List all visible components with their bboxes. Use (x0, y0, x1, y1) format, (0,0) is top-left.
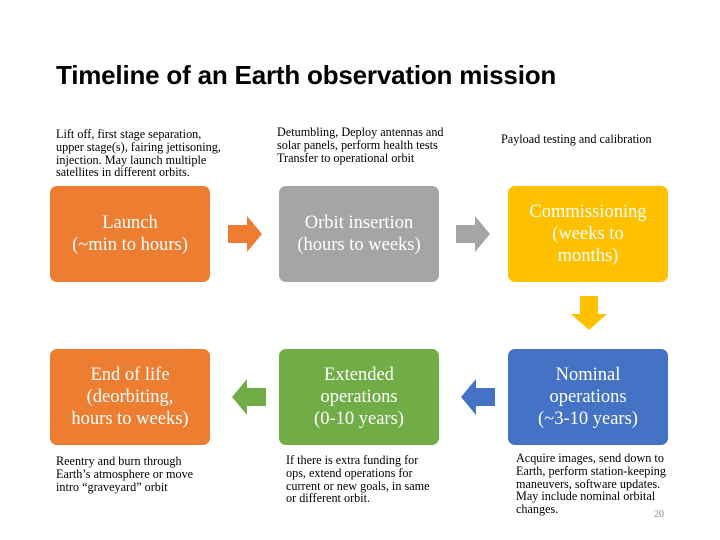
launch-box: Launch (~min to hours) (50, 186, 210, 282)
arrow-left-icon (232, 379, 266, 415)
arrow-left-icon (461, 379, 495, 415)
arrow-down-icon (571, 296, 607, 330)
end-of-life-box: End of life (deorbiting, hours to weeks) (50, 349, 210, 445)
slide-title: Timeline of an Earth observation mission (56, 60, 557, 90)
orbit-insertion-note: Detumbling, Deploy antennas and solar pa… (277, 125, 444, 165)
extended-operations-box: Extended operations (0-10 years) (279, 349, 439, 445)
orbit-insertion-box: Orbit insertion (hours to weeks) (279, 186, 439, 282)
page-number: 20 (654, 509, 664, 520)
arrow-right-icon (456, 216, 490, 252)
arrow-right-icon (228, 216, 262, 252)
nominal-operations-note: Acquire images, send down to Earth, perf… (516, 451, 666, 517)
launch-note: Lift off, first stage separation, upper … (56, 127, 221, 180)
end-of-life-note: Reentry and burn through Earth’s atmosph… (56, 454, 194, 494)
commissioning-note: Payload testing and calibration (501, 132, 652, 146)
extended-operations-note: If there is extra funding for ops, exten… (286, 453, 430, 506)
commissioning-box: Commissioning (weeks to months) (508, 186, 668, 282)
nominal-operations-box: Nominal operations (~3-10 years) (508, 349, 668, 445)
